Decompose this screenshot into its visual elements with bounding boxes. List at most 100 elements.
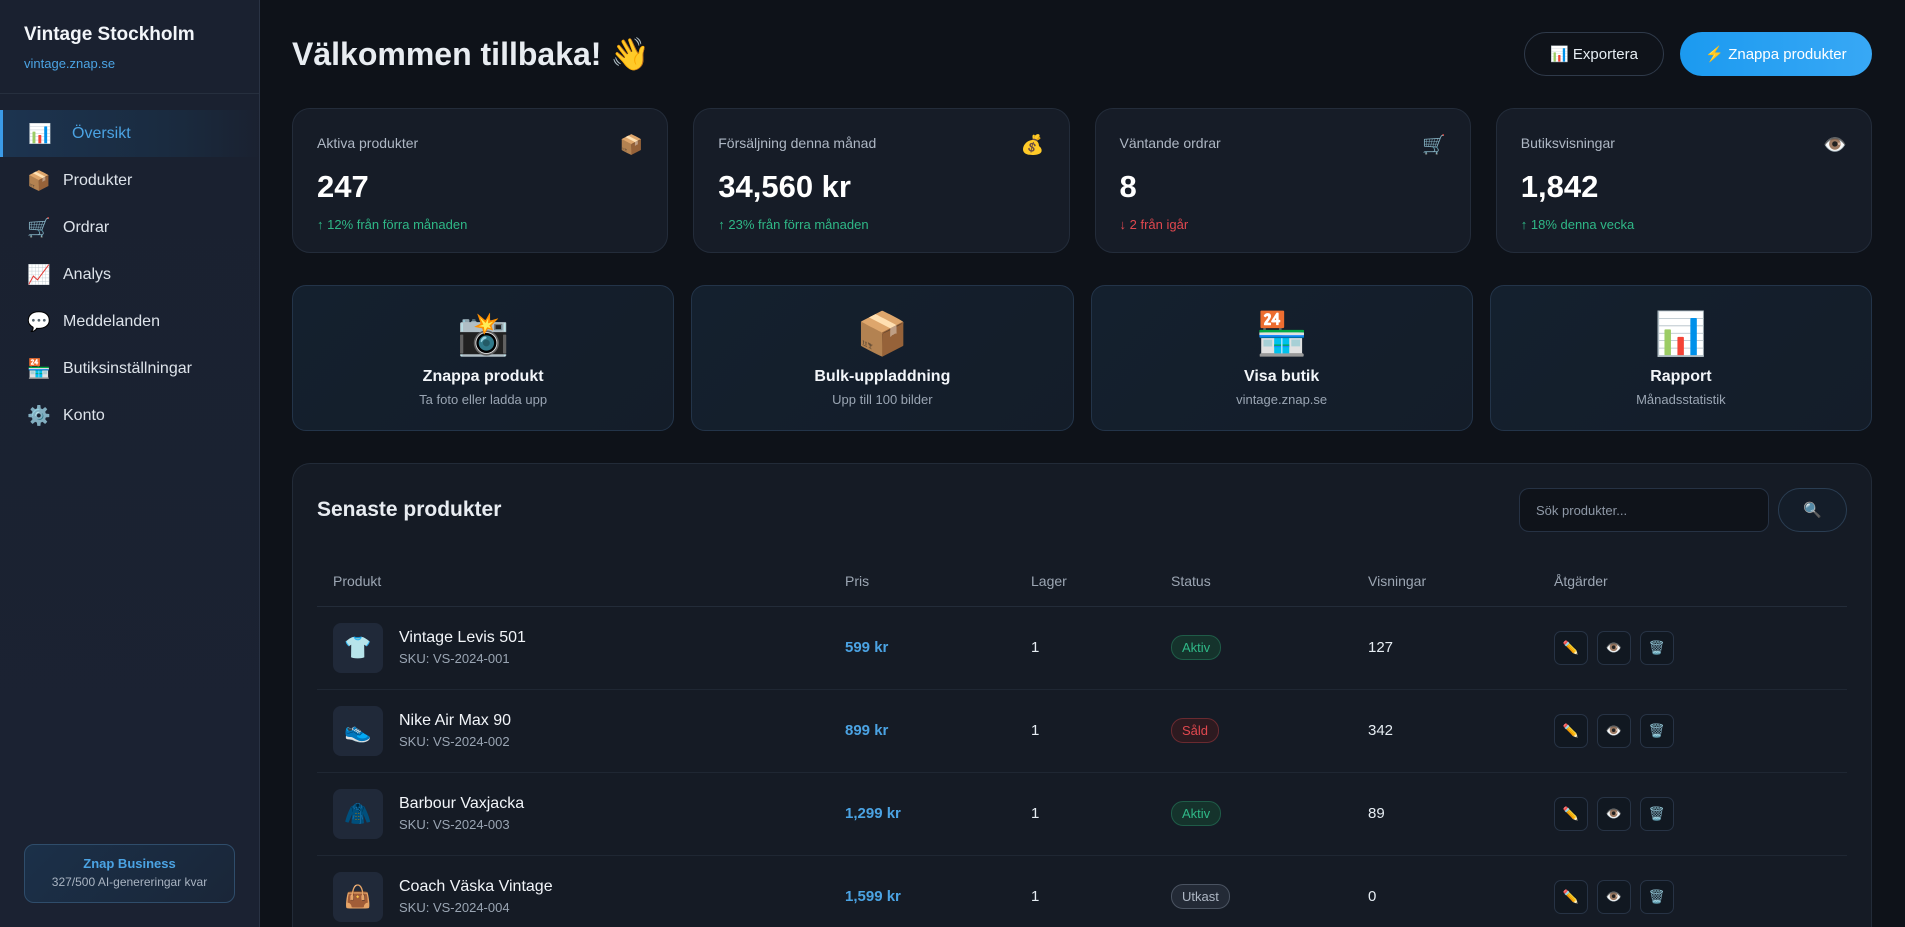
- main-content: Välkommen tillbaka! 👋 📊 Exportera ⚡ Znap…: [260, 0, 1905, 927]
- delete-button[interactable]: 🗑️: [1640, 796, 1674, 831]
- store-icon: 🏪: [1255, 310, 1308, 357]
- column-header-status[interactable]: Status: [1155, 556, 1352, 607]
- column-header-pris[interactable]: Pris: [829, 556, 1015, 607]
- stat-delta: ↑ 18% denna vecka: [1520, 217, 1635, 232]
- stat-label: Aktiva produkter: [317, 135, 419, 151]
- stat-value: 247: [317, 169, 369, 204]
- stat-card-active-products: Aktiva produkter 📦 247 ↑ 12% från förra …: [292, 108, 669, 253]
- product-sku: SKU: VS-2024-002: [399, 734, 510, 749]
- products-table: Produkt Pris Lager Status Visningar Åtgä…: [317, 556, 1847, 927]
- package-icon: 📦: [619, 135, 644, 156]
- product-cell: 👕 Vintage Levis 501 SKU: VS-2024-001: [333, 622, 829, 673]
- product-name[interactable]: Coach Väska Vintage: [399, 878, 553, 895]
- table-row[interactable]: 👜 Coach Väska Vintage SKU: VS-2024-004 1…: [317, 855, 1847, 927]
- status-badge: Aktiv: [1171, 635, 1222, 660]
- table-row[interactable]: 🧥 Barbour Vaxjacka SKU: VS-2024-003 1,29…: [317, 772, 1847, 856]
- search-icon: 🔍: [1803, 502, 1822, 519]
- sidebar-item-label: Produkter: [63, 171, 133, 189]
- edit-button[interactable]: ✏️: [1554, 796, 1588, 831]
- delete-button[interactable]: 🗑️: [1640, 879, 1674, 914]
- package-icon: 📦: [856, 310, 909, 357]
- snap-products-button[interactable]: ⚡ Znappa produkter: [1680, 32, 1872, 76]
- column-header-visningar[interactable]: Visningar: [1352, 556, 1538, 607]
- pencil-icon: ✏️: [1562, 805, 1580, 821]
- product-cell: 👜 Coach Väska Vintage SKU: VS-2024-004: [333, 871, 829, 922]
- sidebar-item-konto[interactable]: ⚙️ Konto: [0, 392, 259, 439]
- column-header-produkt[interactable]: Produkt: [317, 556, 829, 607]
- product-name[interactable]: Barbour Vaxjacka: [399, 795, 525, 812]
- view-button[interactable]: 👁️: [1597, 630, 1631, 665]
- quick-action-view-store[interactable]: 🏪 Visa butik vintage.znap.se: [1090, 285, 1473, 431]
- quick-action-report[interactable]: 📊 Rapport Månadsstatistik: [1489, 285, 1872, 431]
- sneaker-icon: 👟: [333, 705, 383, 756]
- table-row[interactable]: 👕 Vintage Levis 501 SKU: VS-2024-001 599…: [317, 606, 1847, 690]
- product-sku: SKU: VS-2024-003: [399, 817, 510, 832]
- sidebar-item-label: Översikt: [72, 124, 131, 142]
- view-button[interactable]: 👁️: [1597, 796, 1631, 831]
- brand-url-link[interactable]: vintage.znap.se: [24, 56, 116, 71]
- search-input[interactable]: [1519, 488, 1769, 532]
- status-badge: Utkast: [1171, 884, 1230, 909]
- product-name[interactable]: Nike Air Max 90: [399, 712, 512, 729]
- package-icon: 📦: [27, 170, 51, 192]
- trash-icon: 🗑️: [1648, 805, 1666, 821]
- sidebar-item-butiksinstallningar[interactable]: 🏪 Butiksinställningar: [0, 345, 259, 392]
- pencil-icon: ✏️: [1562, 888, 1580, 904]
- stat-delta: ↓ 2 från igår: [1119, 217, 1189, 232]
- product-stock: 1: [1015, 855, 1155, 927]
- sidebar-item-produkter[interactable]: 📦 Produkter: [0, 157, 259, 204]
- quick-action-bulk-upload[interactable]: 📦 Bulk-uppladdning Upp till 100 bilder: [691, 285, 1074, 431]
- product-stock: 1: [1015, 689, 1155, 773]
- view-button[interactable]: 👁️: [1597, 879, 1631, 914]
- sidebar-item-label: Butiksinställningar: [63, 359, 192, 377]
- sidebar-item-label: Analys: [63, 265, 112, 283]
- trash-icon: 🗑️: [1648, 722, 1666, 738]
- quick-action-subtitle: Upp till 100 bilder: [832, 392, 933, 407]
- row-actions: ✏️ 👁️ 🗑️: [1554, 630, 1847, 665]
- cart-icon: 🛒: [1422, 135, 1446, 156]
- trash-icon: 🗑️: [1648, 888, 1666, 904]
- quick-action-title: Znappa produkt: [422, 368, 544, 385]
- delete-button[interactable]: 🗑️: [1640, 713, 1674, 748]
- column-header-lager[interactable]: Lager: [1015, 556, 1155, 607]
- sidebar-item-label: Meddelanden: [63, 312, 160, 330]
- status-badge: Såld: [1171, 718, 1220, 743]
- product-views: 127: [1352, 606, 1538, 690]
- table-row[interactable]: 👟 Nike Air Max 90 SKU: VS-2024-002 899 k…: [317, 689, 1847, 773]
- sidebar-item-label: Ordrar: [63, 218, 110, 236]
- product-price: 899 kr: [829, 689, 1015, 773]
- quick-action-subtitle: Ta foto eller ladda upp: [419, 392, 548, 407]
- row-actions: ✏️ 👁️ 🗑️: [1554, 713, 1847, 748]
- pencil-icon: ✏️: [1562, 722, 1580, 738]
- product-price: 1,599 kr: [829, 855, 1015, 927]
- header-actions: 📊 Exportera ⚡ Znappa produkter: [1524, 32, 1872, 76]
- page-header: Välkommen tillbaka! 👋 📊 Exportera ⚡ Znap…: [292, 30, 1872, 78]
- edit-button[interactable]: ✏️: [1554, 713, 1588, 748]
- sidebar-item-ordrar[interactable]: 🛒 Ordrar: [0, 204, 259, 251]
- sidebar-item-oversikt[interactable]: 📊 Översikt: [0, 110, 259, 157]
- eye-icon: 👁️: [1823, 135, 1847, 156]
- export-button[interactable]: 📊 Exportera: [1524, 32, 1664, 76]
- eye-icon: 👁️: [1605, 805, 1623, 821]
- cart-icon: 🛒: [27, 217, 51, 239]
- page-title: Välkommen tillbaka! 👋: [292, 36, 651, 72]
- product-name[interactable]: Vintage Levis 501: [399, 629, 526, 646]
- stat-label: Butiksvisningar: [1520, 135, 1615, 151]
- edit-button[interactable]: ✏️: [1554, 630, 1588, 665]
- delete-button[interactable]: 🗑️: [1640, 630, 1674, 665]
- stat-card-sales: Försäljning denna månad 💰 34,560 kr ↑ 23…: [693, 108, 1070, 253]
- sidebar-item-meddelanden[interactable]: 💬 Meddelanden: [0, 298, 259, 345]
- product-views: 89: [1352, 772, 1538, 856]
- plan-box[interactable]: Znap Business 327/500 AI-genereringar kv…: [24, 844, 235, 903]
- stats-row: Aktiva produkter 📦 247 ↑ 12% från förra …: [292, 108, 1872, 253]
- quick-action-snap-product[interactable]: 📸 Znappa produkt Ta foto eller ladda upp: [292, 285, 675, 431]
- row-actions: ✏️ 👁️ 🗑️: [1554, 879, 1847, 914]
- sidebar-nav: 📊 Översikt 📦 Produkter 🛒 Ordrar 📈 Analys…: [0, 110, 259, 439]
- table-header-row: Produkt Pris Lager Status Visningar Åtgä…: [317, 556, 1847, 607]
- plan-usage: 327/500 AI-genereringar kvar: [51, 875, 208, 889]
- product-stock: 1: [1015, 606, 1155, 690]
- sidebar-item-analys[interactable]: 📈 Analys: [0, 251, 259, 298]
- view-button[interactable]: 👁️: [1597, 713, 1631, 748]
- edit-button[interactable]: ✏️: [1554, 879, 1588, 914]
- search-button[interactable]: 🔍: [1778, 488, 1847, 532]
